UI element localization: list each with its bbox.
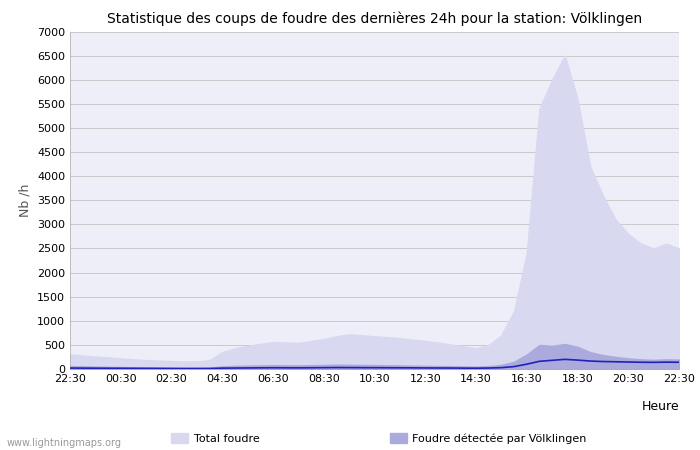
Legend: Total foudre, Moyenne de toutes les stations, Foudre détectée par Völklingen: Total foudre, Moyenne de toutes les stat… <box>167 429 591 450</box>
Y-axis label: Nb /h: Nb /h <box>18 184 32 217</box>
Text: Heure: Heure <box>641 400 679 413</box>
Title: Statistique des coups de foudre des dernières 24h pour la station: Völklingen: Statistique des coups de foudre des dern… <box>107 12 642 26</box>
Text: www.lightningmaps.org: www.lightningmaps.org <box>7 438 122 448</box>
